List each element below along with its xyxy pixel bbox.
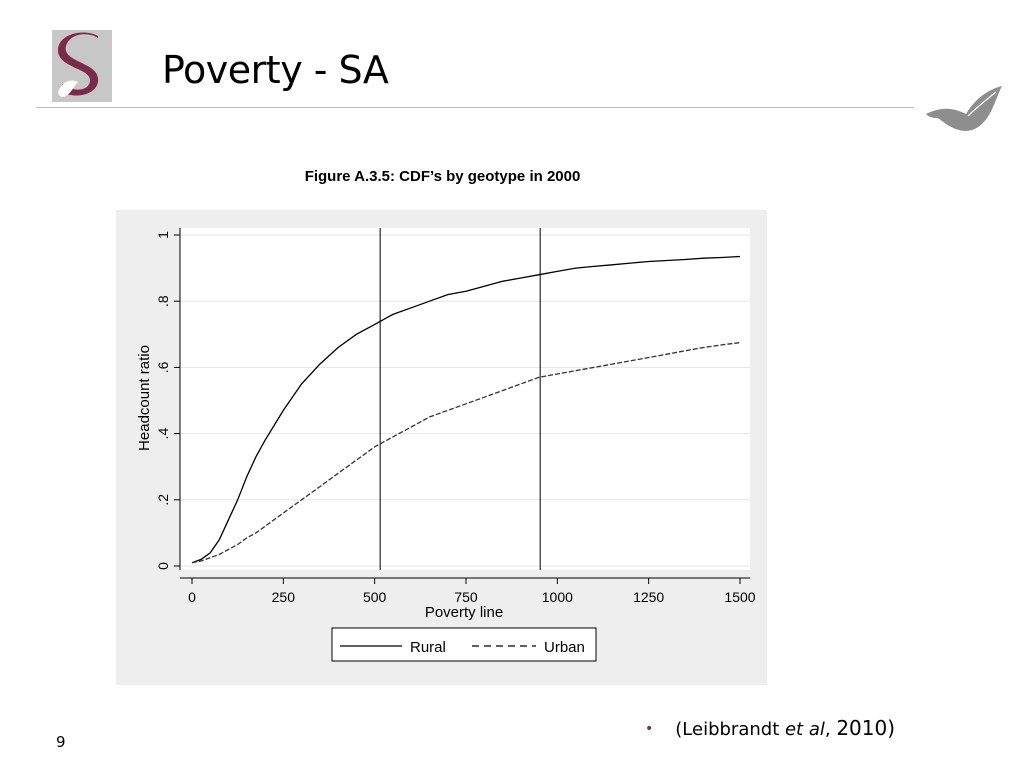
logo-s-letter: [58, 32, 99, 96]
slide-title: Poverty - SA: [162, 48, 389, 92]
plot-area: [180, 228, 750, 570]
chart-title: Figure A.3.5: CDF’s by geotype in 2000: [304, 168, 581, 185]
y-tick-label-0: 0: [155, 562, 171, 570]
university-logo: [52, 30, 112, 102]
page-number: 9: [56, 733, 66, 751]
legend-box: [331, 627, 597, 662]
x-axis-label: Poverty line: [425, 604, 503, 621]
y-axis-label: Headcount ratio: [136, 345, 153, 451]
series-line-urban: [191, 341, 741, 564]
x-tick-label-1: 250: [272, 589, 296, 605]
series-line-rural: [191, 255, 741, 564]
x-tick-label-3: 750: [454, 589, 478, 605]
cdf-chart: 0 250 500 750 1000 1250 1500 0 .2 .4 .6 .8 1 Poverty…: [136, 228, 756, 662]
citation-open: (Leibbrandt: [675, 719, 785, 740]
x-tick-label-0: 0: [188, 589, 196, 605]
leaf-icon: [926, 86, 1002, 131]
x-tick-label-2: 500: [363, 589, 387, 605]
citation-sep: ,: [824, 719, 837, 740]
title-divider: [36, 107, 914, 108]
citation-et-al: et al: [784, 719, 825, 740]
x-tick-label-6: 1500: [724, 589, 755, 605]
y-tick-label-2: .4: [155, 428, 171, 440]
x-tick-label-4: 1000: [542, 589, 573, 605]
y-tick-label-5: 1: [155, 231, 171, 239]
logo-oak-leaf: [58, 80, 78, 97]
y-tick-label-3: .6: [155, 361, 171, 373]
y-tick-label-1: .2: [155, 494, 171, 506]
x-tick-label-5: 1250: [633, 589, 664, 605]
citation: • (Leibbrandt et al, 2010): [645, 716, 895, 740]
bullet-icon: •: [645, 721, 654, 737]
legend-urban-label: Urban: [544, 639, 585, 656]
citation-year: 2010): [836, 716, 896, 740]
y-tick-label-4: .8: [155, 295, 171, 307]
legend-rural-label: Rural: [410, 639, 446, 656]
